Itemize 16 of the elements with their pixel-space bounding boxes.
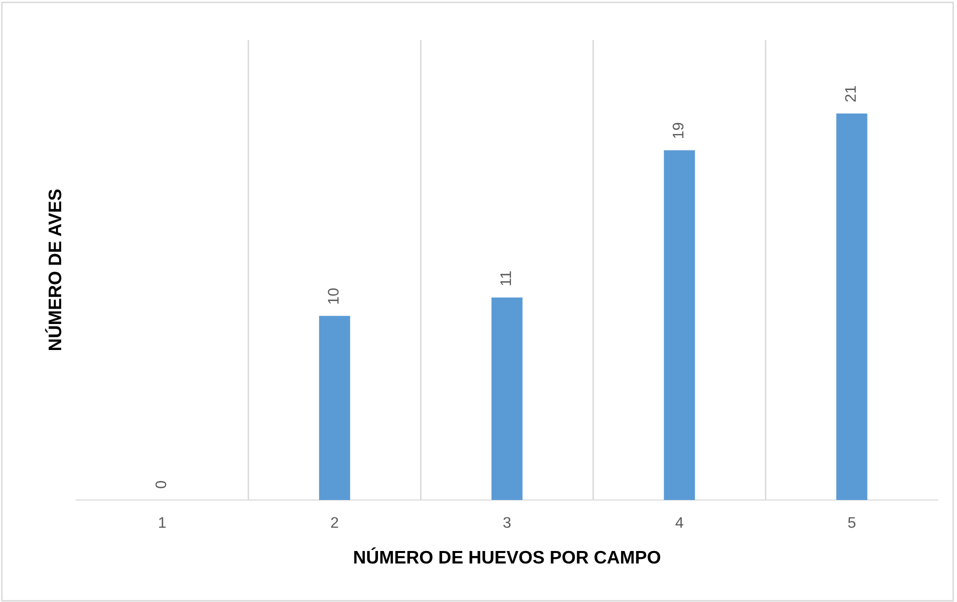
x-tick-label: 4 [676,517,684,528]
x-tick-label: 1 [159,517,166,528]
bar [664,150,695,500]
x-tick-label: 5 [848,517,856,528]
x-axis-title: NÚMERO DE HUEVOS POR CAMPO [354,547,660,564]
data-label: 10 [328,288,339,304]
x-tick-label: 3 [503,517,511,528]
bar [319,316,350,500]
bar [491,298,523,500]
y-axis-title: NÚMERO DE AVES [45,189,62,350]
data-label: 0 [155,480,166,488]
bar [836,113,868,500]
x-tick-label: 2 [331,517,338,528]
data-label: 11 [500,271,511,286]
data-label: 21 [845,86,856,102]
data-label: 19 [672,122,684,138]
